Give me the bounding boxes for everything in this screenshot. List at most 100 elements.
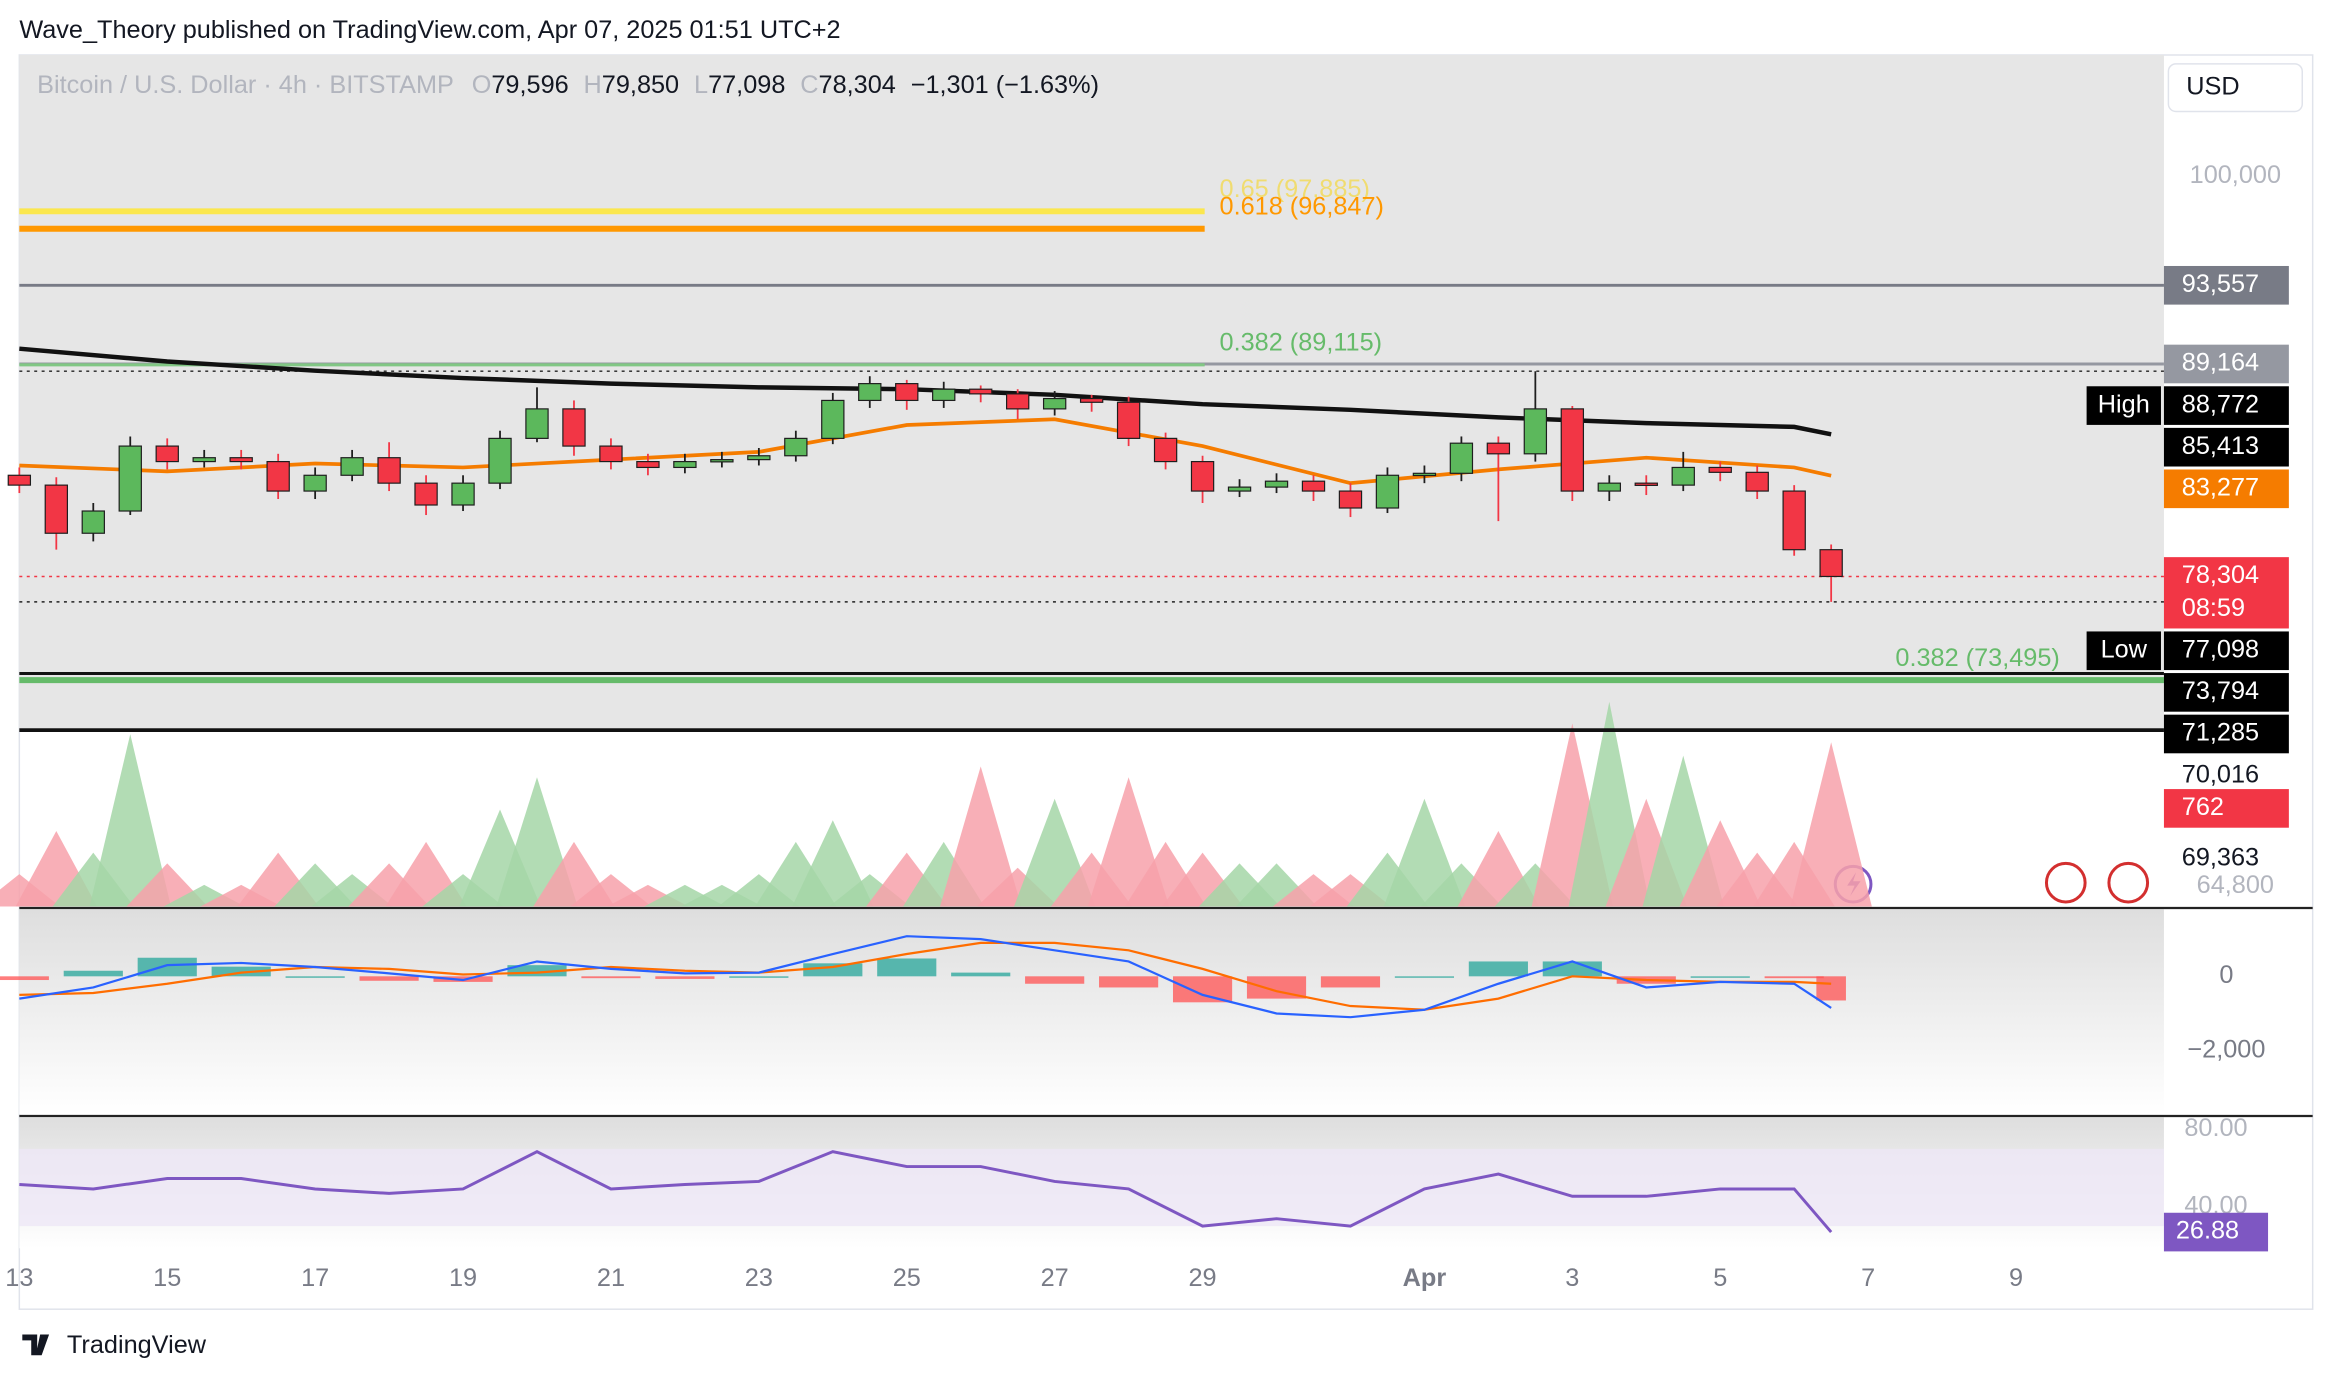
candle-body — [1227, 486, 1252, 492]
histogram-bar — [1025, 976, 1085, 984]
y-tick-label: 80.00 — [2184, 1114, 2247, 1142]
price-label: 85,413 — [2182, 432, 2259, 460]
candle-body — [1412, 472, 1437, 477]
histogram-bar — [0, 976, 49, 981]
histogram-bar — [285, 976, 345, 978]
price-label: 93,557 — [2182, 270, 2259, 298]
ohlc-key: L — [694, 71, 708, 99]
candle-body — [1375, 474, 1400, 509]
histogram-bar — [1394, 976, 1455, 978]
ohlc-value: 78,304 — [819, 71, 896, 99]
price-label: 88,772 — [2182, 390, 2259, 418]
candle-body — [1523, 408, 1548, 455]
price-tag-box — [2086, 631, 2161, 671]
candle-body — [932, 388, 956, 402]
price-tag: Low — [2101, 635, 2148, 663]
y-tick-label: 0 — [2219, 961, 2233, 989]
y-tick-label: −2,000 — [2187, 1035, 2265, 1063]
price-label: 69,363 — [2182, 843, 2259, 871]
price-label: 83,277 — [2182, 473, 2259, 501]
price-label: 89,164 — [2182, 349, 2259, 377]
level-label: 0.65 (97,885) — [1220, 175, 1370, 203]
candle-body — [229, 457, 253, 463]
event-flag[interactable] — [2044, 861, 2087, 904]
level-label: 0.618 (96,847) — [1220, 193, 1384, 221]
price-label-box — [2163, 557, 2289, 629]
x-tick-label: 5 — [1713, 1264, 1727, 1292]
candle-body — [1338, 490, 1363, 509]
level-label: 0.382 (89,115) — [1220, 329, 1383, 357]
macd-pane-bg — [19, 909, 2164, 1115]
candle-body — [562, 408, 586, 447]
price-label-box — [2163, 427, 2289, 467]
candle-body — [1042, 397, 1067, 410]
price-label-box — [2163, 631, 2289, 671]
histogram-bar — [137, 957, 197, 977]
price-label-box — [2163, 344, 2289, 384]
candle-body — [1819, 549, 1843, 578]
candle-body — [377, 457, 401, 484]
candle-body — [414, 482, 438, 506]
histogram-bar — [1172, 976, 1233, 1003]
histogram-bar — [581, 976, 641, 979]
histogram-bar — [507, 965, 567, 977]
x-tick-label: 29 — [1189, 1264, 1217, 1292]
event-flag[interactable] — [2107, 861, 2150, 904]
ohlc-key: O — [472, 71, 492, 99]
currency[interactable]: USD — [2186, 72, 2239, 100]
candle-body — [303, 474, 327, 492]
currency-button[interactable] — [2167, 63, 2303, 113]
price-label-box — [2163, 673, 2289, 712]
candle-body — [155, 445, 179, 463]
histogram-bar — [655, 976, 715, 979]
candle-body — [1782, 490, 1806, 551]
publisher: Wave_Theory published on TradingView.com… — [19, 16, 840, 44]
price-tag-box — [2086, 386, 2161, 425]
candle-body — [1745, 471, 1769, 492]
histogram-bar — [1099, 976, 1159, 988]
ohlc-value: 79,850 — [602, 71, 679, 99]
x-tick-label: 25 — [893, 1264, 921, 1292]
candle-body — [1264, 480, 1289, 488]
candle-body — [1116, 401, 1141, 439]
ohlc-key: H — [584, 71, 602, 99]
candle-body — [488, 437, 512, 484]
tv-logo — [22, 1334, 50, 1356]
candle-body — [895, 383, 919, 402]
candle-body — [969, 388, 993, 395]
price-label: 73,794 — [2182, 677, 2259, 705]
price-label: 77,098 — [2182, 635, 2259, 663]
rsi-label-box — [2163, 1212, 2269, 1252]
price-label: 71,285 — [2182, 719, 2259, 747]
y-tick-label: 100,000 — [2190, 161, 2281, 189]
candle-body — [599, 445, 623, 463]
candle-body — [340, 457, 364, 476]
candle-body — [636, 460, 660, 469]
candle-body — [451, 482, 475, 506]
volume-peak — [792, 820, 874, 907]
level-label: 0.382 (73,495) — [1895, 644, 2059, 672]
candle-body — [1190, 460, 1215, 492]
candle-body — [81, 510, 105, 534]
price-label-box — [2163, 469, 2289, 509]
volume-label-box — [2163, 789, 2289, 828]
x-tick-label: 17 — [301, 1264, 329, 1292]
histogram-bar — [1468, 961, 1528, 977]
x-tick-label: 13 — [5, 1264, 33, 1292]
rsi-label: 26.88 — [2176, 1217, 2239, 1245]
macd-line — [19, 935, 1832, 1019]
x-tick-label: 3 — [1565, 1264, 1579, 1292]
x-tick-label: 7 — [1861, 1264, 1875, 1292]
candle-body — [1708, 466, 1732, 473]
symbol-line: Bitcoin / U.S. Dollar · 4h · BITSTAMP O79… — [37, 71, 1099, 99]
price-label-box — [2163, 714, 2289, 754]
price-label: 78,304 — [2182, 561, 2259, 589]
x-tick-label: Apr — [1403, 1264, 1447, 1292]
histogram-bar — [1764, 976, 1824, 979]
candle-body — [1079, 397, 1104, 403]
histogram-bar — [1690, 976, 1750, 978]
histogram-bar — [729, 976, 789, 978]
histogram-bar — [877, 958, 937, 977]
